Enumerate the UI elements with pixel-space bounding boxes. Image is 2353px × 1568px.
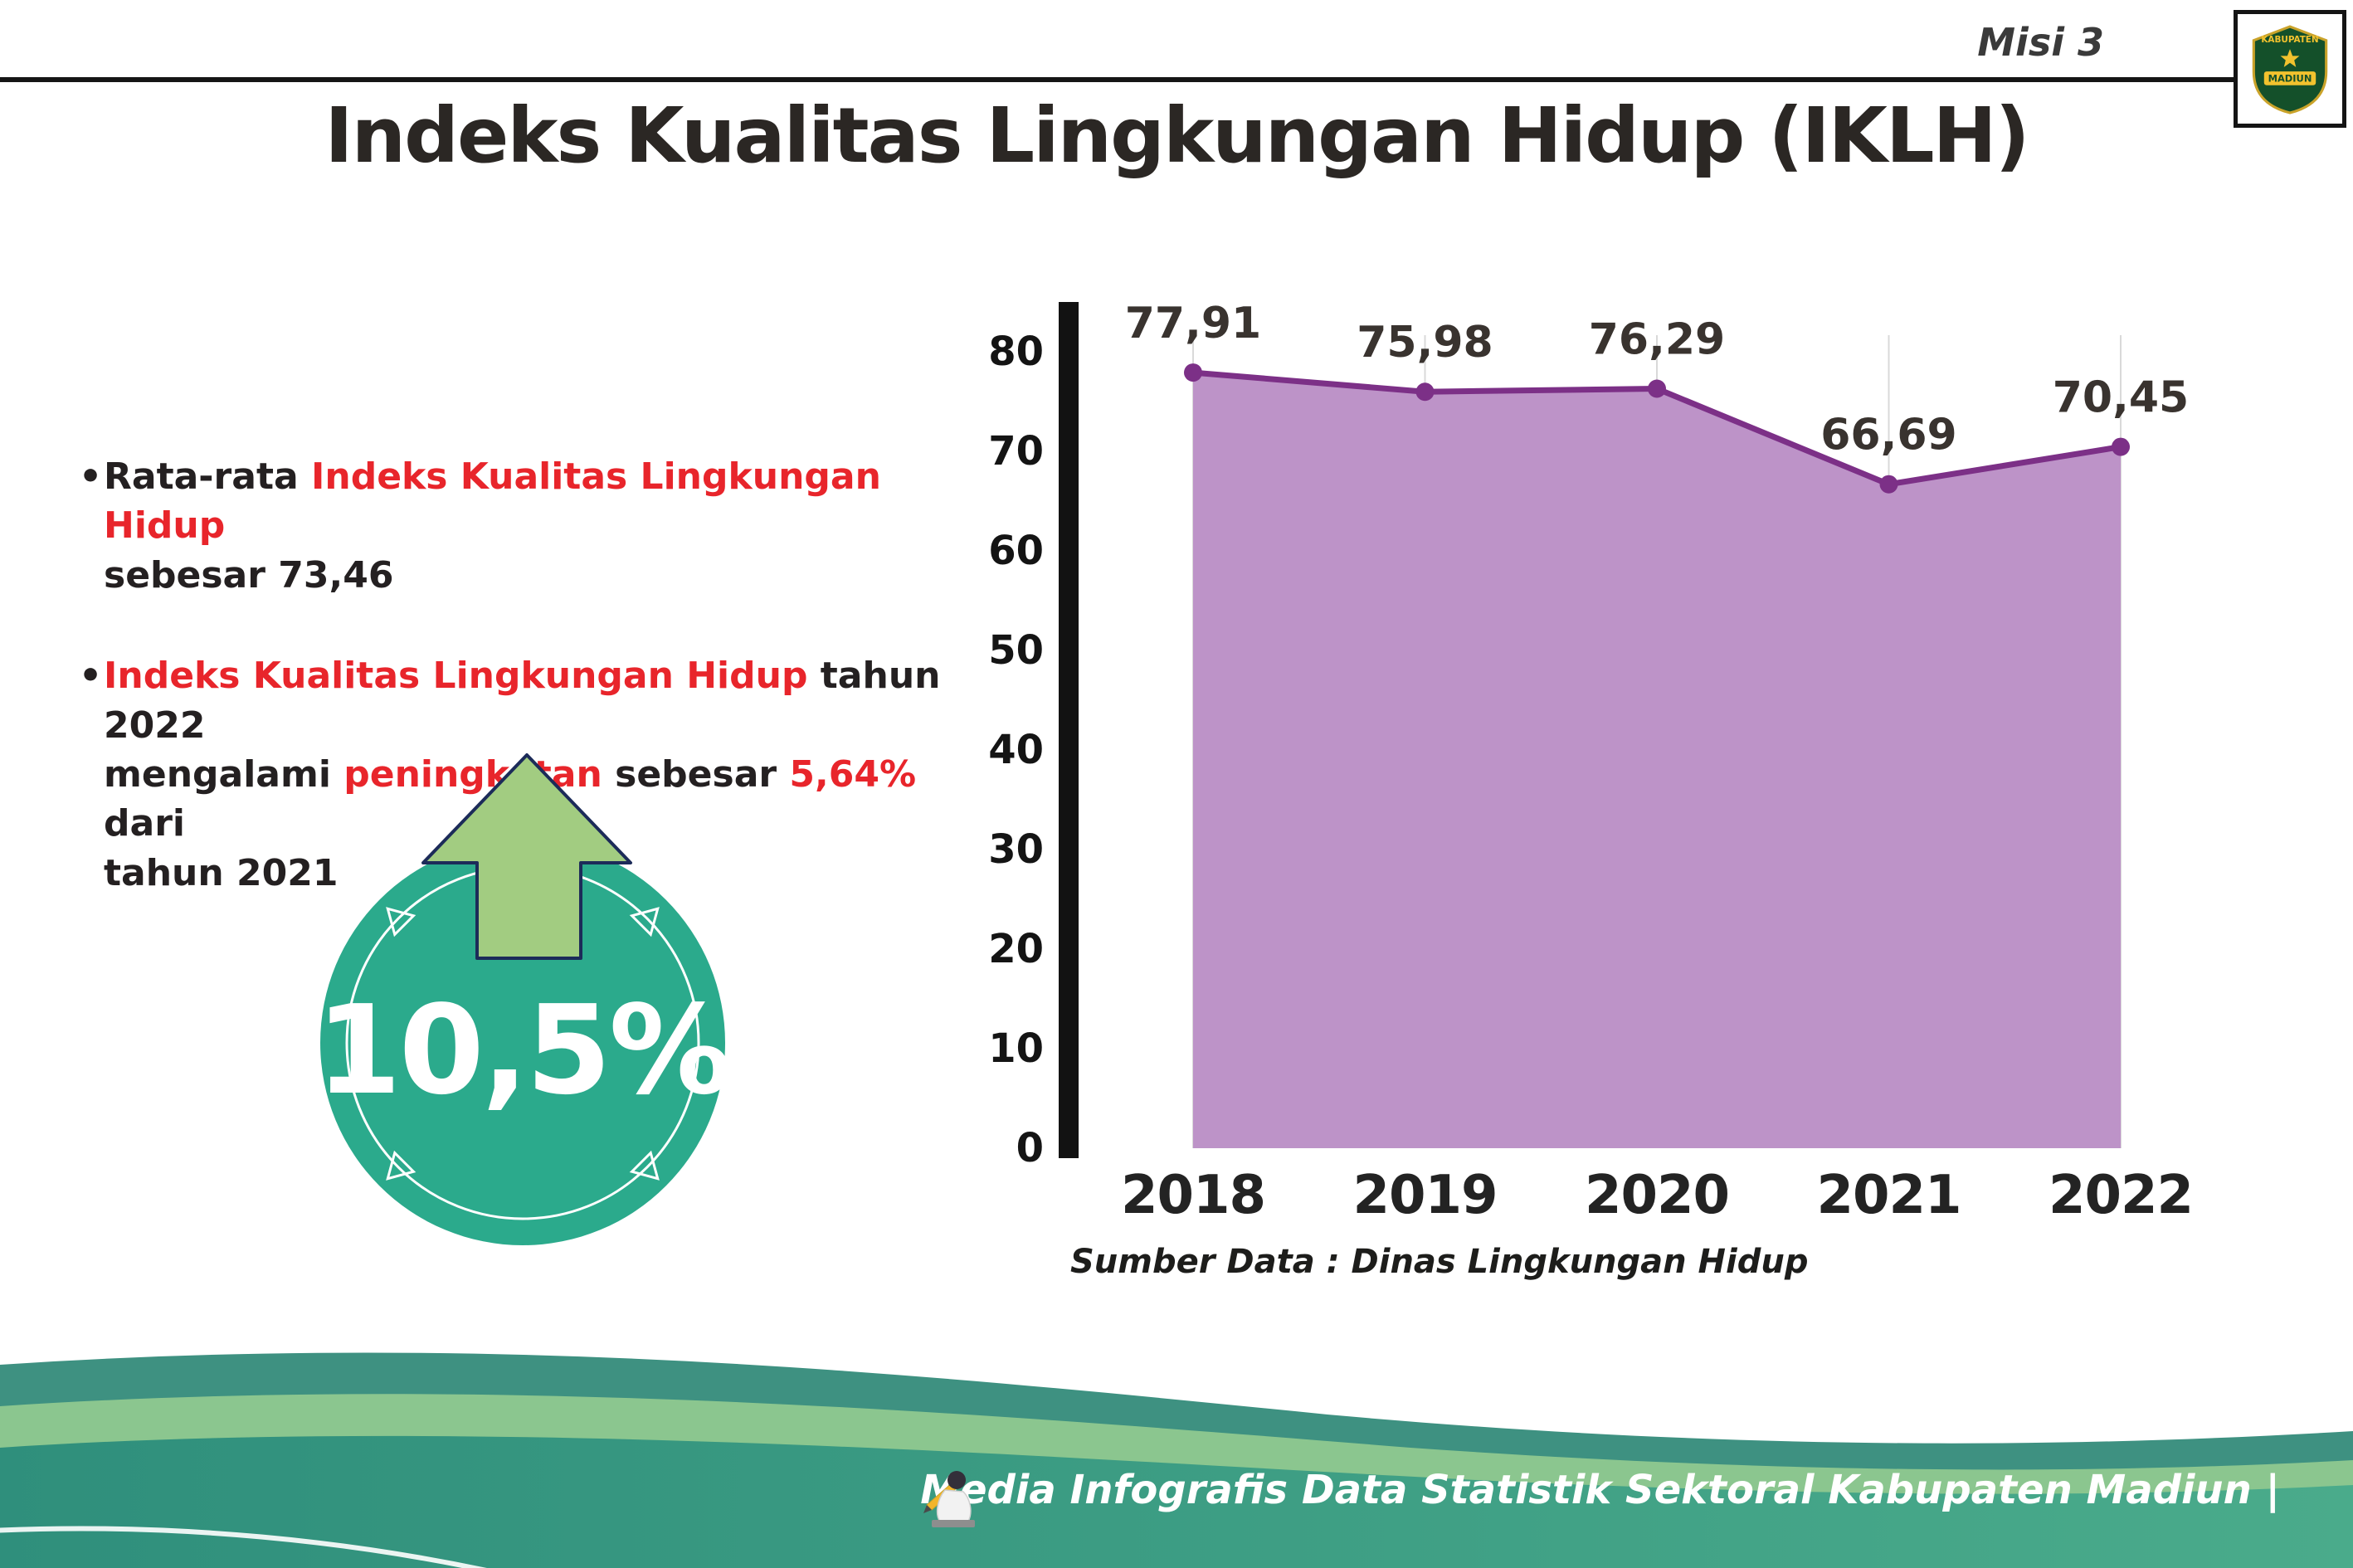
bullet-marker: • — [79, 455, 103, 498]
bullet2-run3: mengalami — [104, 752, 344, 796]
bullet2-run8: tahun 2021 — [104, 851, 339, 894]
svg-text:76,29: 76,29 — [1589, 315, 1725, 365]
bullet2-run1: Indeks Kualitas Lingkungan Hidup — [104, 655, 808, 698]
kabupaten-madiun-logo: KABUPATEN MADIUN — [2234, 10, 2346, 128]
svg-text:40: 40 — [988, 727, 1044, 773]
iklh-area-chart: 77,91 75,98 76,29 66,69 70,45 0 10 20 30 40 50 60 70… — [954, 282, 2199, 1228]
up-arrow-icon — [421, 753, 632, 960]
svg-text:0: 0 — [1016, 1125, 1044, 1171]
footer-waves — [0, 1352, 2353, 1568]
increase-badge-graphic — [320, 753, 725, 1245]
bullet1-run3: sebesar 73,46 — [104, 553, 394, 597]
badge-ring-triangles — [386, 907, 660, 1181]
svg-text:60: 60 — [988, 528, 1044, 574]
svg-text:2019: 2019 — [1352, 1165, 1497, 1226]
bullet2-run2: tahun 2022 — [104, 655, 941, 747]
svg-text:30: 30 — [988, 826, 1044, 873]
header-divider — [0, 77, 2242, 82]
summary-bullets: • Rata-rata Indeks Kualitas Lingkungan H… — [79, 452, 975, 949]
increase-percentage: 10,5% — [315, 979, 732, 1122]
bullet2-run5: sebesar — [602, 752, 790, 796]
svg-text:70: 70 — [988, 428, 1044, 475]
svg-text:2022: 2022 — [2049, 1165, 2193, 1226]
svg-text:2018: 2018 — [1121, 1165, 1265, 1226]
kabupaten-madiun-emblem: KABUPATEN MADIUN — [2252, 25, 2328, 114]
emblem-star — [2280, 49, 2300, 67]
source-note: Sumber Data : Dinas Lingkungan Hidup — [1070, 1243, 1809, 1281]
bullet-iklh-increase: • Indeks Kualitas Lingkungan Hidup tahun… — [79, 651, 975, 898]
bullet-average-iklh: • Rata-rata Indeks Kualitas Lingkungan H… — [79, 452, 975, 600]
emblem-bottom-text: MADIUN — [2268, 73, 2312, 85]
svg-text:80: 80 — [988, 329, 1044, 375]
increase-badge: 10,5% — [274, 730, 772, 1278]
svg-text:66,69: 66,69 — [1820, 411, 1956, 460]
bullet1-run2: Indeks Kualitas Lingkungan Hidup — [104, 455, 881, 548]
svg-text:2020: 2020 — [1585, 1165, 1729, 1226]
emblem-top-text: KABUPATEN — [2261, 35, 2318, 45]
svg-text:75,98: 75,98 — [1357, 318, 1493, 368]
svg-text:10: 10 — [988, 1025, 1044, 1072]
footer-text: Media Infografis Data Statistik Sektoral… — [920, 1467, 2280, 1513]
bullet2-run7: dari — [104, 802, 185, 845]
svg-text:2021: 2021 — [1816, 1165, 1961, 1226]
footer-credit: Media Infografis Data Statistik Sektoral… — [920, 1467, 2280, 1527]
svg-text:77,91: 77,91 — [1125, 299, 1261, 348]
bullet-marker: • — [79, 655, 103, 698]
bullet1-run1: Rata-rata — [104, 455, 311, 498]
footer-band: Media Infografis Data Statistik Sektoral… — [0, 1336, 2353, 1568]
page-title: Indeks Kualitas Lingkungan Hidup (IKLH) — [324, 91, 2029, 180]
svg-text:50: 50 — [988, 627, 1044, 674]
mascot-icon — [923, 1471, 976, 1527]
badge-circle — [320, 840, 725, 1245]
svg-text:70,45: 70,45 — [2053, 373, 2189, 423]
misi-label: Misi 3 — [1977, 20, 2104, 65]
svg-text:20: 20 — [988, 926, 1044, 972]
bullet2-run6: 5,64% — [789, 752, 917, 796]
